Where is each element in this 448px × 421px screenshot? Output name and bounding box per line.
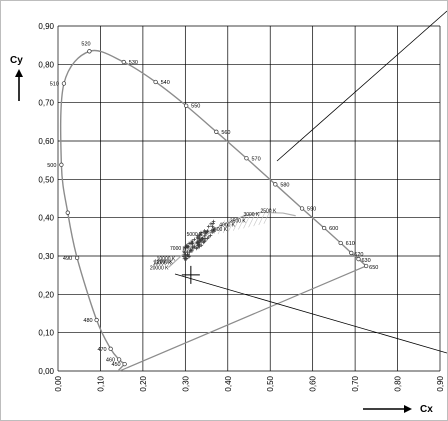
wavelength-point xyxy=(153,79,158,85)
cct-label: 4500 K xyxy=(211,227,228,233)
callout-line-bottom xyxy=(174,273,447,354)
cct-label: 2500 K xyxy=(260,208,277,214)
cct-label: 13000 K xyxy=(153,260,172,266)
isotemperature-line xyxy=(258,211,266,226)
wavelength-label: 610 xyxy=(346,241,355,247)
wavelength-point xyxy=(94,317,99,323)
isotemperature-line xyxy=(248,213,256,228)
cct-label: 20000 K xyxy=(150,265,169,271)
y-tick-label: 0,20 xyxy=(38,290,54,299)
wavelength-label: 480 xyxy=(83,318,92,324)
isotemperature-line xyxy=(243,214,251,229)
wavelength-label: 490 xyxy=(63,256,72,262)
x-tick-label: 0,40 xyxy=(224,375,233,391)
wavelength-point xyxy=(116,357,122,362)
wavelength-label: 620 xyxy=(354,252,363,258)
x-tick-label: 0,50 xyxy=(266,375,275,391)
wavelength-point xyxy=(321,225,327,231)
x-tick-label: 0,60 xyxy=(309,375,318,391)
wavelength-point xyxy=(61,81,67,86)
wavelength-label: 550 xyxy=(191,104,200,110)
isotemperature-line xyxy=(263,209,271,224)
wavelength-label: 450 xyxy=(111,362,120,368)
wavelength-point xyxy=(356,256,361,262)
isotemperature-line xyxy=(233,216,241,231)
cct-label: 4000 K xyxy=(219,222,236,228)
cct-label: 3500 K xyxy=(230,219,247,225)
wavelength-point xyxy=(121,59,126,65)
wavelength-point xyxy=(244,156,249,161)
y-axis-title: Cy xyxy=(10,55,23,66)
x-tick-label: 0,20 xyxy=(139,375,148,391)
cct-label: 5000 K xyxy=(187,232,204,238)
wavelength-label: 520 xyxy=(81,41,90,47)
x-axis-arrow-head xyxy=(404,405,412,413)
wavelength-label: 570 xyxy=(251,156,260,162)
wavelength-point xyxy=(122,361,127,367)
wavelength-label: 540 xyxy=(161,80,170,86)
wavelength-point xyxy=(273,182,278,187)
wavelength-point xyxy=(363,263,369,269)
y-tick-label: 0,30 xyxy=(38,252,54,261)
wavelength-label: 470 xyxy=(97,347,106,353)
wavelength-label: 500 xyxy=(47,163,56,169)
wavelength-point xyxy=(87,49,92,54)
cct-label: 7000 K xyxy=(170,246,187,252)
y-tick-label: 0,90 xyxy=(38,22,54,31)
y-tick-label: 0,80 xyxy=(38,60,54,69)
isotemperature-line xyxy=(222,219,231,234)
y-tick-label: 0,00 xyxy=(38,367,54,376)
line-of-purples xyxy=(119,265,367,372)
spectral-locus-curve xyxy=(59,49,367,365)
isotemperature-line xyxy=(253,212,261,227)
isotemperature-line xyxy=(238,215,246,230)
x-tick-label: 0,00 xyxy=(54,375,63,391)
y-tick-label: 0,70 xyxy=(38,99,54,108)
x-axis-title: Cx xyxy=(420,404,433,415)
wavelength-label: 600 xyxy=(329,226,338,232)
wavelength-label: 580 xyxy=(280,182,289,188)
cct-label: 12000 K xyxy=(154,259,173,265)
x-tick-label: 0,90 xyxy=(436,375,445,391)
isotemperature-line xyxy=(217,220,226,235)
wavelength-label: 530 xyxy=(129,60,138,66)
wavelength-label: 560 xyxy=(221,130,230,136)
planckian-locus xyxy=(167,211,296,268)
wavelength-label: 590 xyxy=(307,206,316,212)
wavelength-label: 630 xyxy=(362,258,371,264)
wavelength-point xyxy=(299,206,305,211)
y-tick-label: 0,50 xyxy=(38,175,54,184)
y-tick-label: 0,40 xyxy=(38,214,54,223)
wavelength-point xyxy=(349,250,354,256)
wavelength-label: 650 xyxy=(369,265,378,271)
cct-label: 10000 K xyxy=(157,257,176,263)
wavelength-point xyxy=(59,162,64,167)
wavelength-point xyxy=(65,210,70,215)
callout-line-top xyxy=(276,10,447,162)
y-axis-arrow-head xyxy=(15,69,23,77)
wavelength-point xyxy=(108,346,113,351)
cct-label: 3000 K xyxy=(243,212,260,218)
y-tick-label: 0,60 xyxy=(38,137,54,146)
wavelength-label: 510 xyxy=(50,82,59,88)
wavelength-label: 460 xyxy=(106,358,115,364)
wavelength-point xyxy=(338,240,343,246)
x-tick-label: 0,70 xyxy=(351,375,360,391)
wavelength-point xyxy=(74,255,80,261)
wavelength-point xyxy=(214,129,219,134)
isotemperature-line xyxy=(227,217,236,232)
x-tick-label: 0,10 xyxy=(96,375,105,391)
x-tick-label: 0,30 xyxy=(181,375,190,391)
x-tick-label: 0,80 xyxy=(394,375,403,391)
y-tick-label: 0,10 xyxy=(38,329,54,338)
wavelength-point xyxy=(184,103,189,108)
